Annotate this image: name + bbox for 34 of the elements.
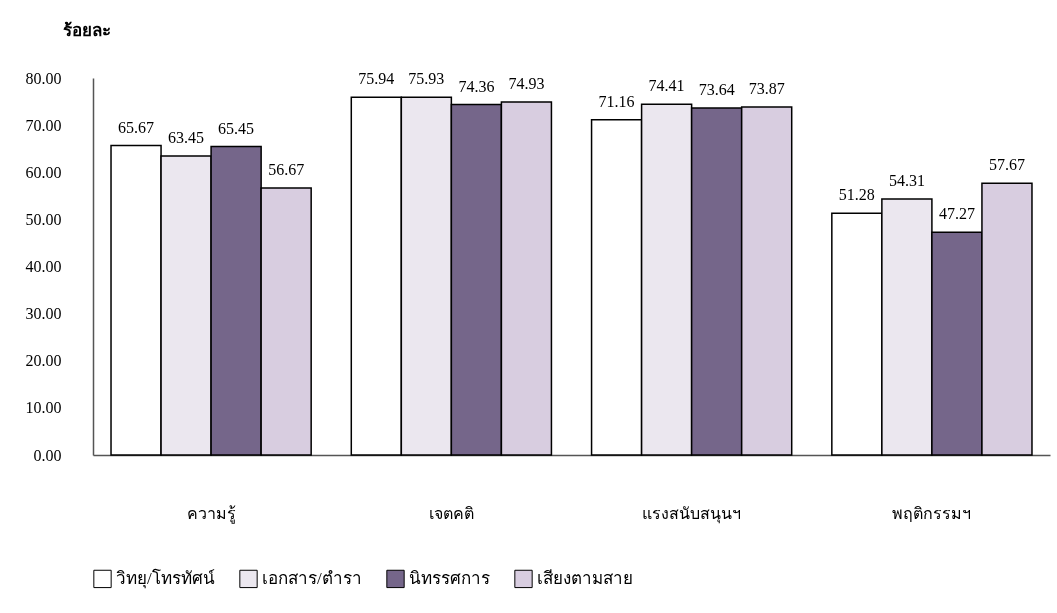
data-label: 65.67 bbox=[118, 118, 155, 136]
y-tick-label: 20.00 bbox=[25, 352, 62, 370]
data-label: 56.67 bbox=[268, 160, 305, 178]
x-tick-label: พฤติกรรมฯ bbox=[892, 504, 972, 522]
y-tick-label: 50.00 bbox=[25, 210, 62, 228]
x-tick-label: เจตคติ bbox=[428, 504, 474, 522]
x-tick-label: ความรู้ bbox=[186, 504, 236, 524]
y-tick-label: 60.00 bbox=[25, 163, 62, 181]
x-tick-label: แรงสนับสนุนฯ bbox=[642, 504, 742, 524]
legend-label: นิทรรศการ bbox=[409, 568, 490, 588]
data-label: 65.45 bbox=[218, 119, 255, 137]
data-label: 57.67 bbox=[988, 156, 1025, 174]
data-label: 74.93 bbox=[508, 74, 545, 92]
data-label: 75.94 bbox=[358, 70, 395, 88]
y-tick-label: 70.00 bbox=[25, 116, 62, 134]
legend-label: เสียงตามสาย bbox=[537, 568, 633, 588]
data-label: 47.27 bbox=[938, 205, 975, 223]
y-axis-title: ร้อยละ bbox=[62, 20, 111, 40]
data-label: 71.16 bbox=[598, 92, 635, 110]
y-tick-label: 80.00 bbox=[25, 69, 62, 87]
data-label: 73.87 bbox=[748, 79, 785, 97]
y-tick-label: 40.00 bbox=[25, 258, 62, 275]
data-label: 74.36 bbox=[458, 77, 495, 95]
data-label: 73.64 bbox=[698, 80, 735, 98]
data-label: 75.93 bbox=[408, 70, 445, 88]
legend-label: เอกสาร/ตำรา bbox=[262, 568, 362, 588]
y-tick-label: 30.00 bbox=[25, 305, 62, 323]
y-tick-label: 0.00 bbox=[33, 446, 62, 464]
data-label: 54.31 bbox=[888, 172, 925, 190]
data-label: 63.45 bbox=[168, 128, 205, 146]
data-label: 51.28 bbox=[838, 186, 875, 204]
data-label: 74.41 bbox=[648, 77, 685, 95]
y-tick-label: 10.00 bbox=[25, 399, 62, 417]
legend-label: วิทยุ/โทรทัศน์ bbox=[116, 567, 215, 589]
